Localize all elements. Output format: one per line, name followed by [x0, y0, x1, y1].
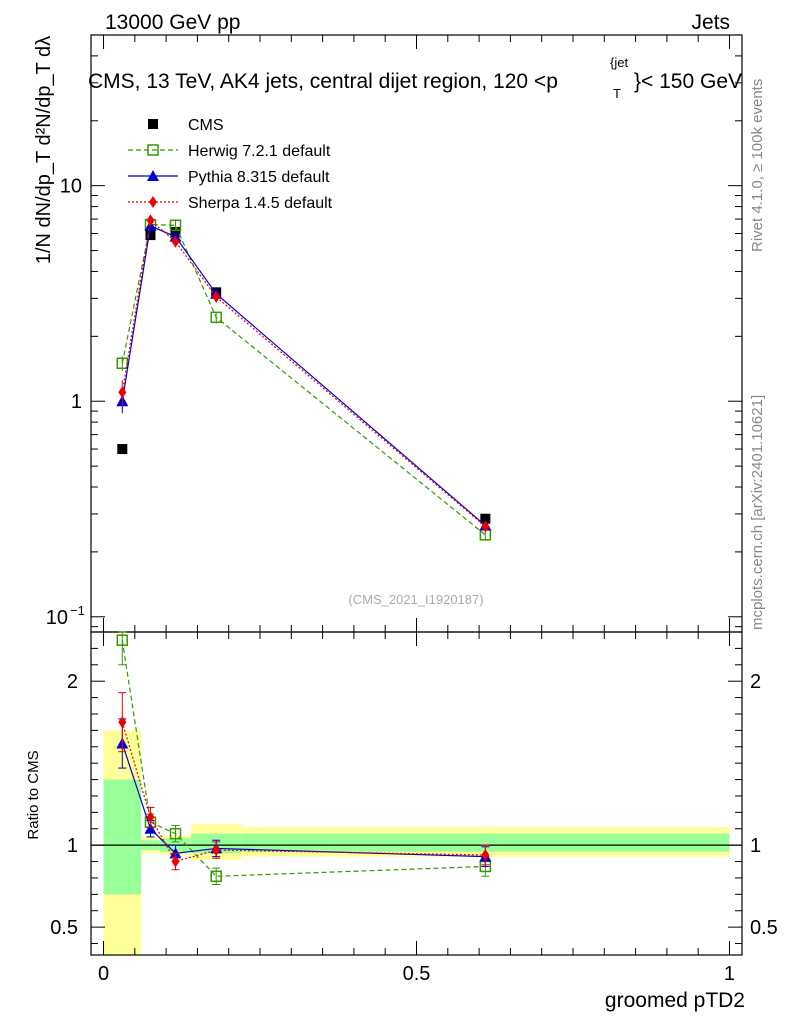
herwig-marker	[210, 870, 222, 883]
x-tick-label: 1	[724, 963, 735, 985]
header-left-label: 13000 GeV pp	[105, 11, 240, 34]
title-end: }< 150 GeV	[634, 70, 742, 93]
sherpa-marker	[146, 214, 155, 227]
ratio-y-tick-label: 2	[67, 671, 78, 693]
legend-label-herwig: Herwig 7.2.1 default	[188, 143, 331, 160]
uncertainty-bands	[103, 730, 730, 955]
chart-title: CMS, 13 TeV, AK4 jets, central dijet reg…	[88, 55, 742, 101]
ratio-y-tick-label-right: 0.5	[750, 917, 778, 939]
pythia-marker	[147, 170, 159, 181]
main-panel-series	[116, 214, 492, 541]
sherpa-marker	[481, 520, 490, 533]
cms-marker	[480, 513, 491, 524]
analysis-watermark: (CMS_2021_I1920187)	[348, 592, 483, 607]
cms-marker	[145, 230, 156, 241]
ratio-y-tick-label-right: 1	[750, 835, 761, 857]
ratio-y-tick-label-right: 2	[750, 671, 761, 693]
title-subscript: T	[613, 86, 621, 101]
main-y-tick-exponent: −1	[70, 603, 85, 618]
sherpa-marker	[212, 844, 221, 857]
herwig-marker	[210, 311, 222, 324]
cms-marker	[148, 119, 158, 129]
x-axis-label: groomed pTD2	[605, 989, 745, 1012]
sherpa-marker	[149, 196, 157, 208]
main-y-tick-label: 10	[46, 607, 68, 629]
legend-label-pythia: Pythia 8.315 default	[188, 169, 330, 186]
x-tick-label: 0	[98, 963, 109, 985]
band-inner-bin	[241, 833, 730, 852]
main-y-tick-label: 10	[60, 176, 82, 198]
sherpa-marker	[146, 811, 155, 824]
title-main: CMS, 13 TeV, AK4 jets, central dijet reg…	[88, 70, 558, 93]
legend-label-cms: CMS	[188, 117, 224, 134]
legend: CMS Herwig 7.2.1 default Pythia 8.315 defa…	[128, 117, 333, 212]
herwig-marker	[116, 634, 129, 646]
herwig-line	[121, 223, 486, 536]
title-superscript: {jet	[610, 55, 628, 70]
herwig-marker	[147, 144, 159, 156]
sherpa-line	[121, 219, 486, 528]
pythia-marker	[144, 822, 157, 834]
rivet-version-label: Rivet 4.1.0, ≥ 100k events	[749, 79, 766, 252]
sherpa-marker	[481, 848, 490, 861]
x-tick-label: 0.5	[403, 963, 431, 985]
cms-marker	[117, 444, 128, 455]
legend-label-sherpa: Sherpa 1.4.5 default	[188, 195, 333, 212]
header-right-label: Jets	[691, 11, 730, 34]
ratio-ylabel: Ratio to CMS	[25, 750, 42, 839]
herwig-marker	[169, 827, 182, 840]
main-y-tick-label: 1	[71, 391, 82, 413]
herwig-marker	[169, 219, 182, 232]
band-inner-bin	[103, 779, 142, 895]
sherpa-marker	[118, 386, 127, 399]
ratio-y-tick-label: 0.5	[50, 917, 78, 939]
sherpa-marker	[171, 855, 180, 868]
ratio-panel-frame	[90, 631, 743, 956]
ratio-panel-series	[116, 631, 492, 885]
main-ylabel-text: 1/N dN/dp_T d²N/dp_T dλ	[33, 36, 55, 264]
sherpa-marker	[171, 235, 180, 248]
ratio-y-tick-label: 1	[67, 835, 78, 857]
pythia-line	[121, 225, 486, 527]
mcplots-label: mcplots.cern.ch [arXiv:2401.10621]	[749, 395, 766, 630]
main-ylabel: 1/N dN/dp_T d²N/dp_T dλ	[33, 36, 55, 264]
sherpa-marker	[212, 290, 221, 303]
sherpa-marker	[118, 716, 127, 729]
